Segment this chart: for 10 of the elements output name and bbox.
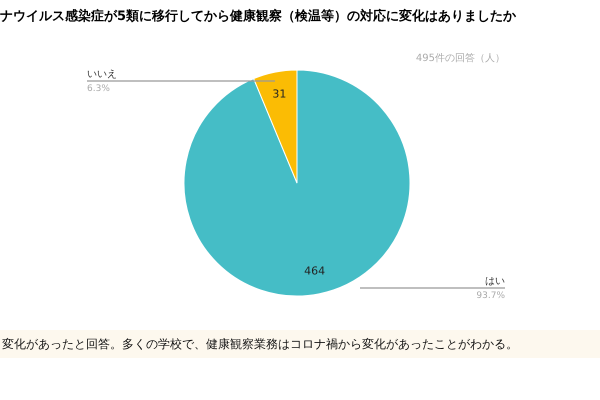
data-label: 31 (272, 88, 286, 101)
slice-label: はい (485, 276, 505, 287)
text: 変化があったと回答。多くの学校で、健康観察業務はコロナ禍から変化があったことがわかる。 (2, 337, 518, 351)
data-label: 464 (304, 264, 326, 278)
pie-slice (184, 70, 410, 296)
chart-subtitle: 495件の回答（人） (416, 52, 505, 64)
chart-title: ナウイルス感染症が5類に移行してから健康観察（検温等）の対応に変化はありましたか (0, 8, 518, 24)
text: 6.3% (87, 84, 110, 94)
slice-label: いいえ (87, 69, 117, 80)
text: 93.7% (476, 291, 506, 301)
